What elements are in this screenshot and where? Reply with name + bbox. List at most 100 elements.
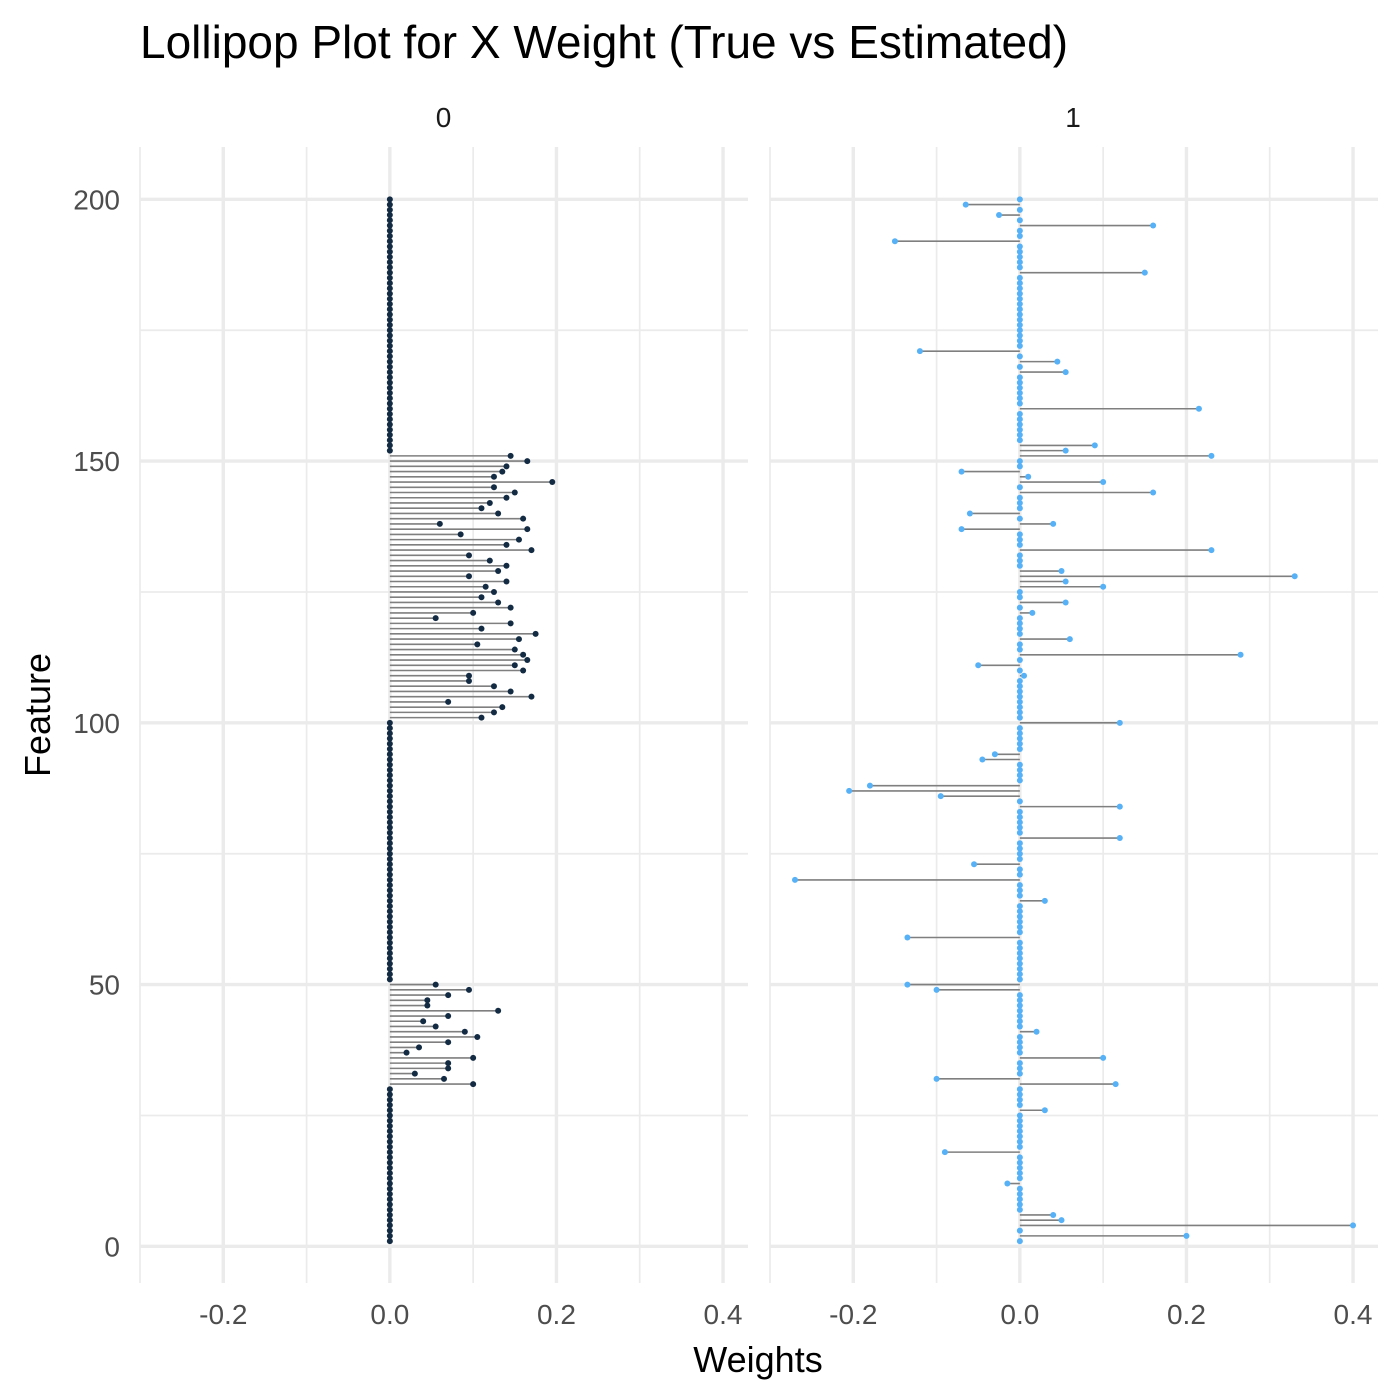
- lollipop-point: [1016, 693, 1023, 700]
- lollipop-point: [1016, 1039, 1023, 1046]
- lollipop-point: [1025, 473, 1032, 480]
- lollipop-point: [386, 861, 393, 868]
- lollipop-point: [386, 290, 393, 297]
- lollipop-point: [386, 751, 393, 758]
- lollipop-point: [1062, 578, 1069, 585]
- lollipop-point: [445, 1013, 452, 1020]
- lollipop-point: [1016, 1154, 1023, 1161]
- lollipop-point: [1016, 431, 1023, 438]
- lollipop-point: [1016, 541, 1023, 548]
- lollipop-point: [1016, 1023, 1023, 1030]
- lollipop-point: [1016, 939, 1023, 946]
- lollipop-point: [1016, 730, 1023, 737]
- lollipop-point: [499, 468, 506, 475]
- lollipop-point: [1016, 1033, 1023, 1040]
- lollipop-point: [1016, 416, 1023, 423]
- lollipop-point: [386, 410, 393, 417]
- lollipop-point: [1016, 777, 1023, 784]
- lollipop-point: [386, 913, 393, 920]
- lollipop-point: [386, 1107, 393, 1114]
- lollipop-point: [1016, 871, 1023, 878]
- lollipop-point: [503, 463, 510, 470]
- lollipop-point: [1062, 599, 1069, 606]
- lollipop-point: [386, 285, 393, 292]
- lollipop-point: [1016, 971, 1023, 978]
- lollipop-point: [386, 824, 393, 831]
- lollipop-point: [436, 520, 443, 527]
- lollipop-point: [1016, 552, 1023, 559]
- lollipop-point: [490, 484, 497, 491]
- lollipop-point: [1016, 667, 1023, 674]
- lollipop-point: [1016, 458, 1023, 465]
- lollipop-point: [499, 704, 506, 711]
- lollipop-point: [386, 395, 393, 402]
- lollipop-point: [520, 651, 527, 658]
- lollipop-point: [386, 756, 393, 763]
- lollipop-point: [1016, 944, 1023, 951]
- lollipop-point: [465, 552, 472, 559]
- lollipop-point: [386, 740, 393, 747]
- lollipop-point: [386, 348, 393, 355]
- lollipop-point: [1100, 1054, 1107, 1061]
- lollipop-point: [445, 1060, 452, 1067]
- lollipop-point: [1016, 1091, 1023, 1098]
- lollipop-point: [1016, 1044, 1023, 1051]
- lollipop-point: [1016, 1060, 1023, 1067]
- lollipop-point: [1016, 499, 1023, 506]
- lollipop-point: [1016, 1065, 1023, 1072]
- lollipop-point: [386, 725, 393, 732]
- lollipop-point: [1016, 1143, 1023, 1150]
- lollipop-point: [474, 641, 481, 648]
- lollipop-point: [1016, 306, 1023, 313]
- lollipop-point: [386, 735, 393, 742]
- lollipop-point: [386, 1102, 393, 1109]
- lollipop-point: [386, 280, 393, 287]
- lollipop-point: [386, 1122, 393, 1129]
- lollipop-point: [1016, 840, 1023, 847]
- lollipop-point: [386, 1196, 393, 1203]
- lollipop-point: [1016, 374, 1023, 381]
- lollipop-point: [503, 541, 510, 548]
- lollipop-point: [1016, 1175, 1023, 1182]
- lollipop-point: [386, 766, 393, 773]
- lollipop-point: [1016, 594, 1023, 601]
- y-tick-label: 200: [73, 184, 120, 215]
- lollipop-point: [1016, 772, 1023, 779]
- lollipop-point: [528, 693, 535, 700]
- lollipop-point: [386, 358, 393, 365]
- lollipop-point: [386, 897, 393, 904]
- lollipop-point: [1016, 421, 1023, 428]
- lollipop-point: [1208, 452, 1215, 459]
- lollipop-point: [1016, 976, 1023, 983]
- lollipop-point: [386, 201, 393, 208]
- lollipop-point: [386, 269, 393, 276]
- lollipop-stems: [389, 455, 553, 1085]
- lollipop-point: [1016, 1112, 1023, 1119]
- lollipop-point: [1150, 489, 1157, 496]
- lollipop-point: [386, 363, 393, 370]
- lollipop-point: [1016, 505, 1023, 512]
- lollipop-point: [386, 342, 393, 349]
- lollipop-point: [1016, 206, 1023, 213]
- lollipop-point: [511, 662, 518, 669]
- lollipop-point: [478, 594, 485, 601]
- lollipop-point: [1016, 740, 1023, 747]
- lollipop-point: [386, 416, 393, 423]
- lollipop-point: [386, 437, 393, 444]
- lollipop-point: [1058, 568, 1065, 575]
- lollipop-point: [1016, 1102, 1023, 1109]
- x-tick-label: 0.4: [1334, 1299, 1373, 1330]
- lollipop-point: [386, 1096, 393, 1103]
- lollipop-point: [1016, 321, 1023, 328]
- lollipop-point: [904, 981, 911, 988]
- lollipop-point: [386, 819, 393, 826]
- lollipop-point: [1016, 311, 1023, 318]
- lollipop-point: [403, 1049, 410, 1056]
- lollipop-point: [1016, 243, 1023, 250]
- lollipop-point: [386, 866, 393, 873]
- lollipop-point: [1016, 997, 1023, 1004]
- lollipop-point: [1016, 798, 1023, 805]
- lollipop-point: [1016, 379, 1023, 386]
- lollipop-point: [1016, 400, 1023, 407]
- lollipop-point: [1016, 1117, 1023, 1124]
